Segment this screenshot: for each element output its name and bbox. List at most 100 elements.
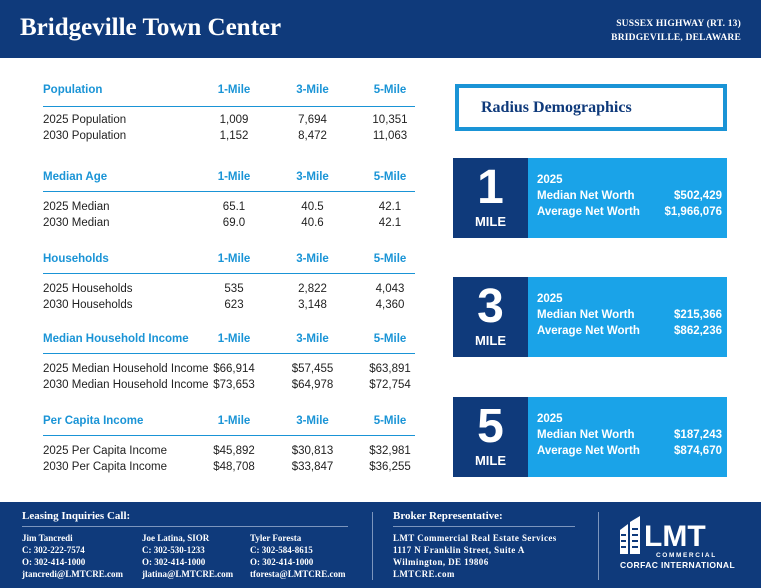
- median-net-worth-value: $502,429: [674, 190, 722, 202]
- table-heading: Population: [43, 84, 103, 96]
- mile-number: 3: [477, 280, 504, 333]
- col-3-mile: 3-Mile: [296, 333, 329, 345]
- col-5-mile: 5-Mile: [373, 84, 407, 96]
- broker-company: LMT Commercial Real Estate Services: [393, 533, 557, 543]
- footer-divider: [372, 512, 373, 580]
- row-label: 2030 Median Household Income: [43, 379, 209, 391]
- value-5-mile: 4,360: [375, 299, 405, 311]
- row-label: 2025 Households: [43, 283, 133, 295]
- agent-cell[interactable]: C: 302-222-7574: [22, 545, 85, 555]
- value-3-mile: $30,813: [291, 445, 334, 457]
- table-rule: [43, 106, 415, 107]
- page-header: Bridgeville Town Center SUSSEX HIGHWAY (…: [0, 0, 761, 58]
- table-heading: Median Age: [43, 171, 108, 183]
- mile-card-5: 5 MILE 2025 Median Net Worth $187,243 Av…: [453, 397, 727, 477]
- table-row: 2030 Households 623 3,148 4,360: [43, 299, 415, 315]
- value-5-mile: $63,891: [369, 363, 411, 375]
- value-5-mile: $72,754: [369, 379, 411, 391]
- lmt-logo: LMT COMMERCIAL CORFAC INTERNATIONAL: [616, 516, 740, 576]
- mile-card-1: 1 MILE 2025 Median Net Worth $502,429 Av…: [453, 158, 727, 238]
- page-footer: Leasing Inquiries Call: Jim Tancredi C: …: [0, 502, 761, 588]
- col-3-mile: 3-Mile: [296, 415, 329, 427]
- agent-email[interactable]: jtancredi@LMTCRE.com: [22, 569, 123, 579]
- table-row: 2025 Median 65.1 40.5 42.1: [43, 201, 415, 217]
- mile-badge: 1 MILE: [453, 158, 528, 238]
- average-net-worth-row: Average Net Worth $1,966,076: [537, 204, 722, 220]
- mile-card-3: 3 MILE 2025 Median Net Worth $215,366 Av…: [453, 277, 727, 357]
- row-label: 2030 Per Capita Income: [43, 461, 168, 473]
- average-net-worth-row: Average Net Worth $862,236: [537, 323, 722, 339]
- households-table: Households 1-Mile 3-Mile 5-Mile 2025 Hou…: [43, 253, 415, 315]
- address-line-2: BRIDGEVILLE, DELAWARE: [611, 33, 741, 43]
- address-line-1: SUSSEX HIGHWAY (RT. 13): [616, 19, 741, 29]
- agent-email[interactable]: jlatina@LMTCRE.com: [142, 569, 234, 579]
- col-5-mile: 5-Mile: [373, 253, 407, 265]
- radius-demographics-title: Radius Demographics: [481, 99, 632, 116]
- value-1-mile: $45,892: [213, 445, 255, 457]
- stat-year: 2025: [537, 174, 563, 186]
- agent-office[interactable]: O: 302-414-1000: [142, 557, 206, 567]
- value-3-mile: $57,455: [291, 363, 334, 375]
- row-label: 2025 Median Household Income: [43, 363, 209, 375]
- svg-text:COMMERCIAL: COMMERCIAL: [656, 552, 717, 559]
- average-net-worth-value: $1,966,076: [664, 206, 722, 218]
- value-1-mile: 623: [224, 299, 244, 311]
- median-household-income-table: Median Household Income 1-Mile 3-Mile 5-…: [43, 333, 415, 395]
- row-label: 2025 Per Capita Income: [43, 445, 168, 457]
- value-1-mile: 535: [224, 283, 244, 295]
- table-rule: [43, 435, 415, 436]
- row-label: 2030 Median: [43, 217, 110, 229]
- value-3-mile: 8,472: [298, 130, 327, 142]
- agent-email[interactable]: tforesta@LMTCRE.com: [250, 569, 346, 579]
- value-1-mile: $73,653: [213, 379, 255, 391]
- value-3-mile: 7,694: [298, 114, 327, 126]
- agent-name: Joe Latina, SIOR: [142, 533, 210, 543]
- median-age-table: Median Age 1-Mile 3-Mile 5-Mile 2025 Med…: [43, 171, 415, 233]
- agent-contact: Joe Latina, SIOR C: 302-530-1233 O: 302-…: [142, 532, 233, 580]
- col-3-mile: 3-Mile: [296, 171, 329, 183]
- mile-number: 5: [477, 400, 504, 453]
- broker-website[interactable]: LMTCRE.com: [393, 569, 455, 579]
- col-1-mile: 1-Mile: [217, 253, 251, 265]
- col-1-mile: 1-Mile: [217, 171, 251, 183]
- table-row: 2025 Median Household Income $66,914 $57…: [43, 363, 415, 379]
- table-row: 2030 Per Capita Income $48,708 $33,847 $…: [43, 461, 415, 477]
- agent-cell[interactable]: C: 302-584-8615: [250, 545, 313, 555]
- agent-contact: Jim Tancredi C: 302-222-7574 O: 302-414-…: [22, 532, 123, 580]
- average-net-worth-row: Average Net Worth $874,670: [537, 443, 722, 459]
- median-net-worth-row: Median Net Worth $187,243: [537, 427, 722, 443]
- value-5-mile: $36,255: [369, 461, 411, 473]
- mile-badge: 3 MILE: [453, 277, 528, 357]
- table-header: Median Age 1-Mile 3-Mile 5-Mile: [43, 171, 415, 187]
- col-5-mile: 5-Mile: [373, 415, 407, 427]
- average-net-worth-label: Average Net Worth: [537, 325, 640, 337]
- value-3-mile: $33,847: [291, 461, 334, 473]
- average-net-worth-label: Average Net Worth: [537, 206, 640, 218]
- table-row: 2030 Median Household Income $73,653 $64…: [43, 379, 415, 395]
- leasing-divider: [22, 526, 348, 527]
- row-label: 2030 Population: [43, 130, 127, 142]
- value-3-mile: 2,822: [298, 283, 327, 295]
- value-1-mile: $66,914: [213, 363, 255, 375]
- broker-street: 1117 N Franklin Street, Suite A: [393, 545, 525, 555]
- stat-year: 2025: [537, 413, 563, 425]
- table-row: 2025 Households 535 2,822 4,043: [43, 283, 415, 299]
- agent-office[interactable]: O: 302-414-1000: [22, 557, 86, 567]
- value-5-mile: 42.1: [378, 201, 402, 213]
- median-net-worth-label: Median Net Worth: [537, 429, 635, 441]
- value-1-mile: 69.0: [222, 217, 246, 229]
- agent-cell[interactable]: C: 302-530-1233: [142, 545, 205, 555]
- mile-unit: MILE: [474, 453, 507, 468]
- broker-divider: [393, 526, 575, 527]
- value-5-mile: 4,043: [375, 283, 405, 295]
- col-1-mile: 1-Mile: [217, 84, 251, 96]
- mile-badge: 5 MILE: [453, 397, 528, 477]
- table-header: Population 1-Mile 3-Mile 5-Mile: [43, 84, 415, 100]
- agent-office[interactable]: O: 302-414-1000: [250, 557, 314, 567]
- median-net-worth-label: Median Net Worth: [537, 190, 635, 202]
- broker-city: Wilmington, DE 19806: [393, 557, 489, 567]
- broker-contact: LMT Commercial Real Estate Services 1117…: [393, 532, 557, 580]
- row-label: 2025 Population: [43, 114, 127, 126]
- col-3-mile: 3-Mile: [296, 253, 329, 265]
- value-1-mile: 1,009: [219, 114, 249, 126]
